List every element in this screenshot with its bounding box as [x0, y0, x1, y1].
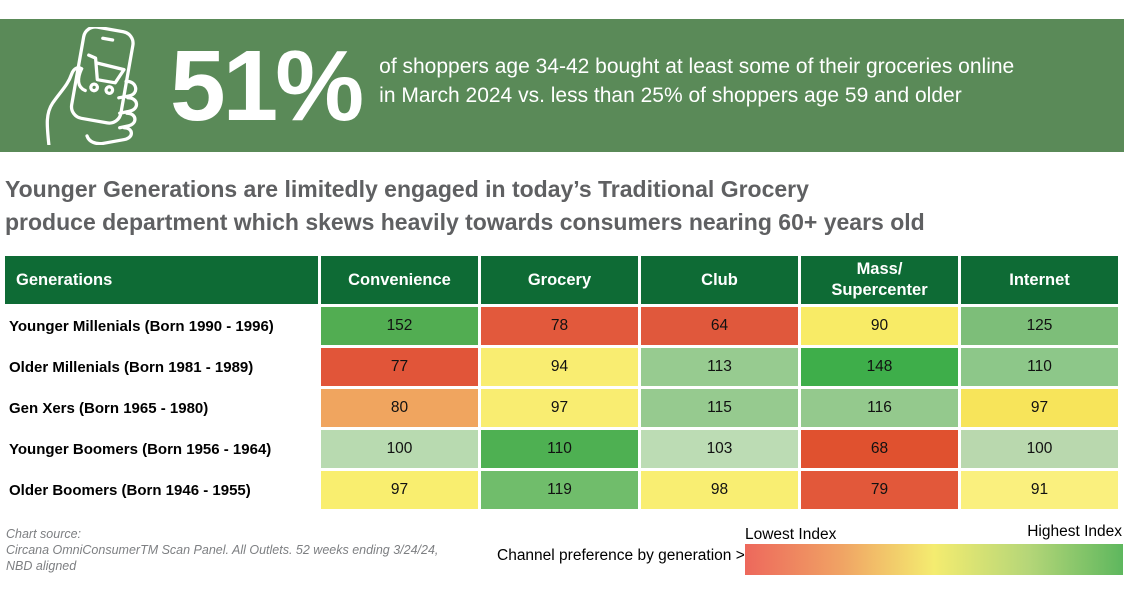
- heatmap-cell: 91: [961, 471, 1118, 509]
- row-label: Gen Xers (Born 1965 - 1980): [5, 389, 318, 427]
- page-title-line1: Younger Generations are limitedly engage…: [5, 176, 809, 202]
- page-title: Younger Generations are limitedly engage…: [5, 173, 925, 238]
- phone-shopping-cart-icon: [45, 26, 139, 145]
- column-header: Club: [641, 256, 798, 304]
- heatmap-cell: 110: [481, 430, 638, 468]
- heatmap-cell: 115: [641, 389, 798, 427]
- column-header: Grocery: [481, 256, 638, 304]
- heatmap-cell: 97: [481, 389, 638, 427]
- legend-gradient: [745, 544, 1123, 575]
- heatmap-cell: 152: [321, 307, 478, 345]
- column-header: Convenience: [321, 256, 478, 304]
- heatmap-cell: 77: [321, 348, 478, 386]
- page-title-line2: produce department which skews heavily t…: [5, 208, 925, 235]
- hero-banner: 51% of shoppers age 34-42 bought at leas…: [0, 19, 1124, 152]
- heatmap-cell: 116: [801, 389, 958, 427]
- heatmap-cell: 125: [961, 307, 1118, 345]
- column-header: Generations: [5, 256, 318, 304]
- legend-caption: Channel preference by generation >: [497, 547, 745, 564]
- heatmap-cell: 79: [801, 471, 958, 509]
- row-label: Older Millenials (Born 1981 - 1989): [5, 348, 318, 386]
- heatmap-cell: 98: [641, 471, 798, 509]
- table-row: Gen Xers (Born 1965 - 1980) 80 97 115 116 97: [5, 389, 1118, 427]
- heatmap-table: Generations Convenience Grocery Club Mass/ S…: [2, 253, 1121, 512]
- column-header: Internet: [961, 256, 1118, 304]
- heatmap-cell: 148: [801, 348, 958, 386]
- chart-source-line: Circana OmniConsumerTM Scan Panel. All O…: [6, 542, 439, 557]
- heatmap-cell: 100: [961, 430, 1118, 468]
- chart-source-line: NBD aligned: [6, 558, 77, 573]
- heatmap-cell: 94: [481, 348, 638, 386]
- stat-description: of shoppers age 34-42 bought at least so…: [379, 53, 1014, 111]
- heatmap-cell: 64: [641, 307, 798, 345]
- heatmap-cell: 68: [801, 430, 958, 468]
- chart-source: Chart source: Circana OmniConsumerTM Sca…: [6, 527, 438, 575]
- stat-description-line2: in March 2024 vs. less than 25% of shopp…: [379, 83, 962, 107]
- table-row: Older Boomers (Born 1946 - 1955) 97 119 98 7…: [5, 471, 1118, 509]
- headline-stat: 51%: [170, 29, 364, 142]
- heatmap-cell: 90: [801, 307, 958, 345]
- row-label: Younger Boomers (Born 1956 - 1964): [5, 430, 318, 468]
- legend-low-label: Lowest Index: [745, 526, 837, 543]
- legend-high-label: Highest Index: [1027, 523, 1122, 540]
- table-row: Younger Boomers (Born 1956 - 1964) 100 110…: [5, 430, 1118, 468]
- heatmap-cell: 97: [321, 471, 478, 509]
- stat-description-line1: of shoppers age 34-42 bought at least so…: [379, 54, 1015, 78]
- row-label: Younger Millenials (Born 1990 - 1996): [5, 307, 318, 345]
- table-row: Older Millenials (Born 1981 - 1989) 77 94 1…: [5, 348, 1118, 386]
- heatmap-cell: 97: [961, 389, 1118, 427]
- heatmap-cell: 100: [321, 430, 478, 468]
- chart-source-line: Chart source:: [6, 527, 82, 541]
- heatmap-cell: 78: [481, 307, 638, 345]
- heatmap-cell: 119: [481, 471, 638, 509]
- heatmap-cell: 110: [961, 348, 1118, 386]
- heatmap-cell: 103: [641, 430, 798, 468]
- heatmap-cell: 113: [641, 348, 798, 386]
- table-row: Younger Millenials (Born 1990 - 1996) 152…: [5, 307, 1118, 345]
- row-label: Older Boomers (Born 1946 - 1955): [5, 471, 318, 509]
- header-row: Generations Convenience Grocery Club Mass/ S…: [5, 256, 1118, 304]
- heatmap-cell: 80: [321, 389, 478, 427]
- column-header: Mass/ Supercenter: [801, 256, 958, 304]
